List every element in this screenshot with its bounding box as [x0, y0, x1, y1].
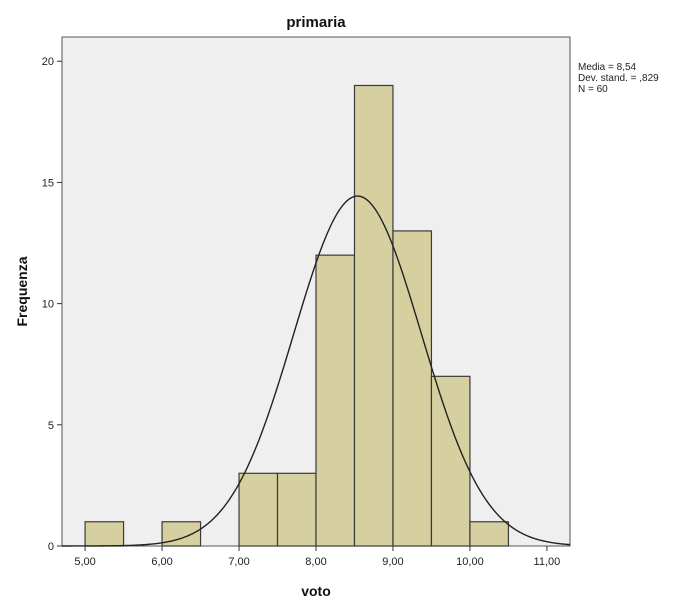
stats-box: Media = 8,54 Dev. stand. = ,829 N = 60	[578, 62, 659, 95]
y-axis-label: Frequenza	[14, 256, 30, 326]
y-tick-label: 10	[42, 299, 54, 311]
x-tick-label: 7,00	[228, 556, 249, 568]
y-tick-label: 0	[48, 541, 54, 553]
histogram-bar	[430, 375, 471, 547]
x-axis-label: voto	[301, 583, 331, 599]
x-tick-label: 11,00	[534, 556, 561, 568]
y-tick-label: 5	[48, 420, 54, 432]
stats-mean: Media = 8,54	[578, 62, 637, 73]
y-axis: 0 5 10 15 20	[42, 56, 62, 553]
x-tick-label: 10,00	[456, 556, 484, 568]
chart-title: primaria	[286, 14, 346, 31]
normal-curve	[62, 195, 571, 547]
bars-group	[84, 84, 510, 547]
histogram-bar	[315, 254, 356, 547]
x-tick-label: 9,00	[382, 556, 403, 568]
histogram-bar	[161, 521, 202, 547]
histogram-bar	[276, 472, 317, 547]
stats-n: N = 60	[578, 84, 608, 95]
x-tick-label: 8,00	[305, 556, 326, 568]
histogram-bar	[392, 230, 433, 547]
histogram-bar	[238, 472, 279, 547]
y-tick-label: 20	[42, 56, 54, 68]
histogram-bar	[84, 521, 125, 547]
x-axis: 5,00 6,00 7,00 8,00 9,00 10,00 11,00	[74, 546, 560, 568]
stats-sd: Dev. stand. = ,829	[578, 73, 659, 84]
y-tick-label: 15	[42, 177, 54, 189]
x-tick-label: 6,00	[151, 556, 172, 568]
x-tick-label: 5,00	[74, 556, 95, 568]
histogram-bar	[353, 84, 394, 547]
histogram-bar	[469, 521, 510, 547]
